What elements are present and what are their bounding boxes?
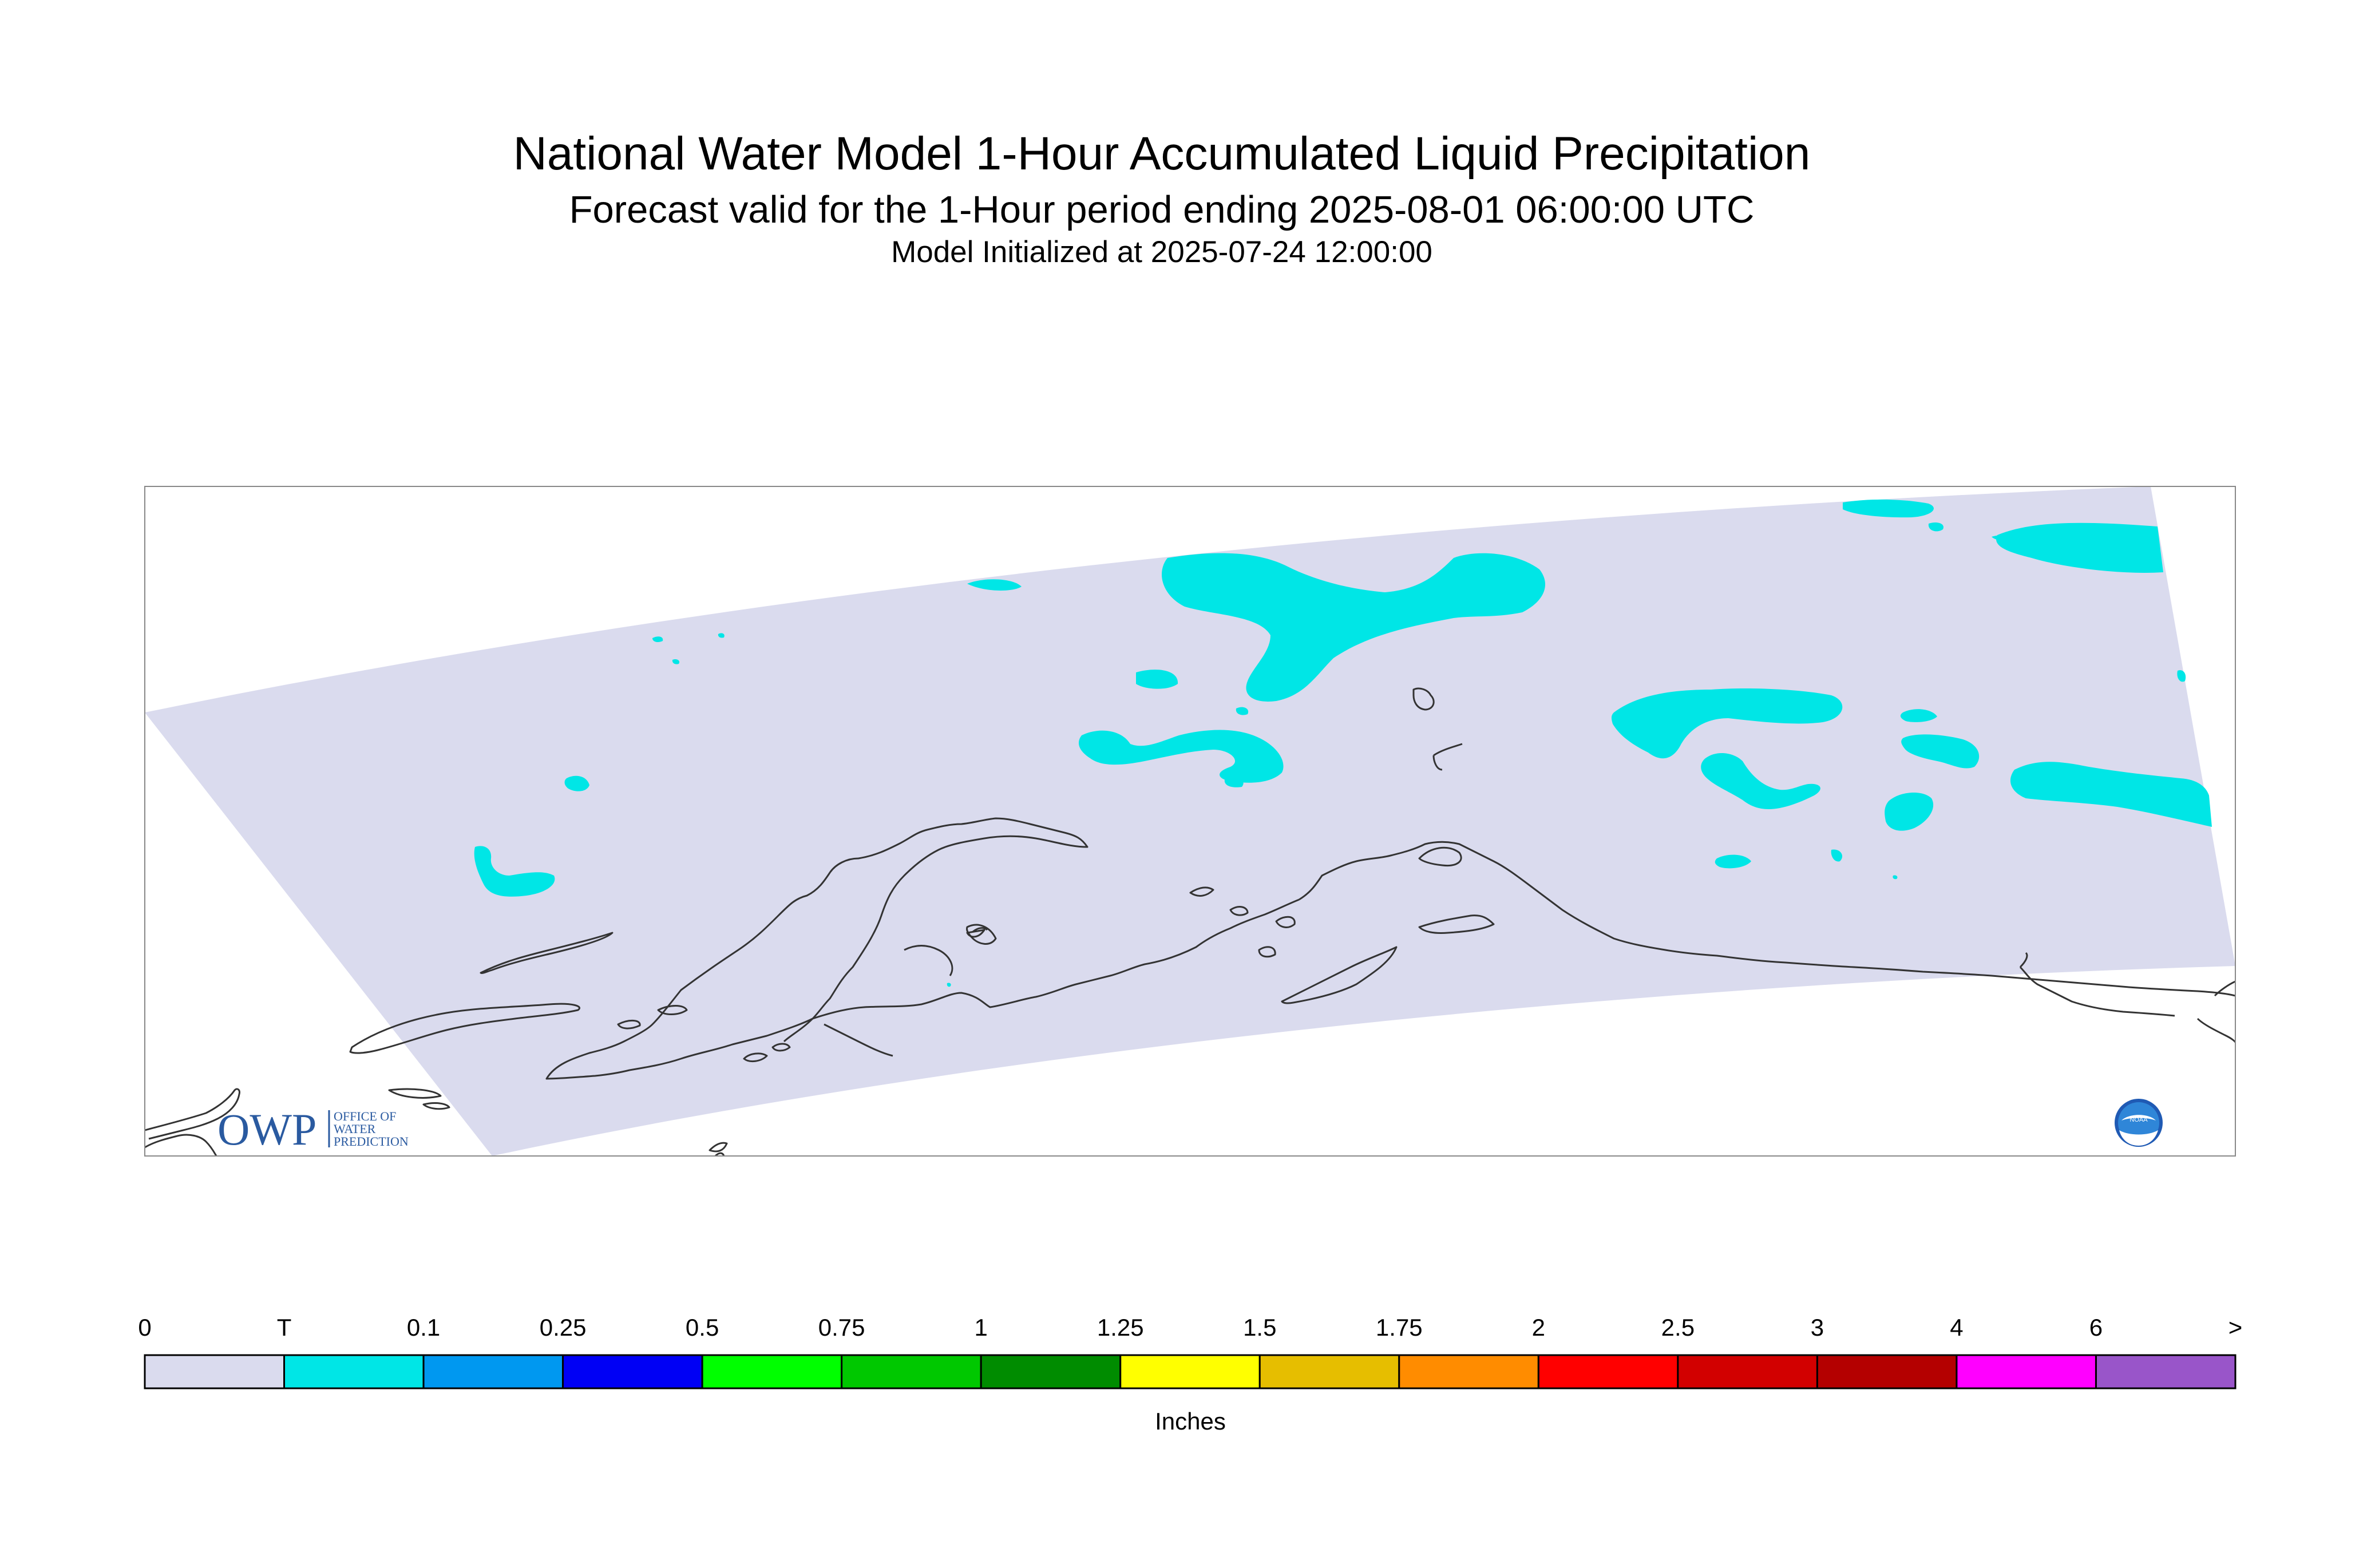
- precip-area: [672, 659, 680, 664]
- coastline-mainland: [545, 817, 1088, 1080]
- precip-area: [1900, 709, 1937, 722]
- legend-swatch: [1258, 1354, 1400, 1389]
- coastline-bristol: [904, 945, 953, 976]
- precip-area: [1901, 734, 1980, 769]
- coastline-cape: [1432, 743, 1463, 771]
- precip-area: [1715, 854, 1751, 869]
- precip-area: [1611, 688, 1843, 759]
- legend-label: 2: [1531, 1314, 1546, 1341]
- noaa-logo-text: NOAA: [2129, 1116, 2148, 1123]
- coastline-canada-east: [2019, 952, 2235, 1043]
- precip-area: [947, 983, 951, 987]
- legend-swatch: [422, 1354, 564, 1389]
- precip-area: [2010, 762, 2212, 827]
- legend-swatch: [283, 1354, 425, 1389]
- legend-label: 2.5: [1661, 1314, 1695, 1341]
- map-frame: [144, 486, 2236, 1157]
- precip-area: [2177, 670, 2186, 682]
- coastline-inland-lake: [966, 927, 988, 938]
- precip-area: [1893, 875, 1898, 880]
- legend-swatch: [1398, 1354, 1539, 1389]
- coastline-sw-bits: [708, 1142, 728, 1156]
- coastline-island-north: [1412, 687, 1435, 711]
- legend-label: 6: [2089, 1314, 2103, 1341]
- precip-area: [1701, 753, 1820, 810]
- legend-swatch: [701, 1354, 843, 1389]
- legend-swatch: [144, 1354, 286, 1389]
- precip-area: [718, 633, 725, 638]
- legend-swatch: [1816, 1354, 1958, 1389]
- precip-area: [1992, 534, 2032, 542]
- precip-area: [1224, 778, 1244, 787]
- legend-label: 0.1: [406, 1314, 441, 1341]
- legend-label: 0.5: [685, 1314, 719, 1341]
- coastline-west-islands: [349, 932, 613, 1054]
- coastline-small-islands: [388, 1005, 688, 1110]
- coastline-prince-william: [1418, 846, 1495, 934]
- legend-label: 1.25: [1097, 1314, 1144, 1341]
- precip-area: [1928, 522, 1943, 532]
- legend-label: 4: [1950, 1314, 1964, 1341]
- owp-logo-mark: OWP: [217, 1104, 316, 1154]
- legend-units: Inches: [1155, 1408, 1226, 1435]
- owp-logo: OWP OFFICE OF WATER PREDICTION: [217, 1104, 409, 1154]
- legend-label: 3: [1810, 1314, 1824, 1341]
- precip-area: [652, 636, 663, 643]
- legend-label: 1.5: [1243, 1314, 1277, 1341]
- precip-area: [1079, 730, 1284, 783]
- model-domain: [145, 486, 2235, 1156]
- legend-swatch: [1677, 1354, 1818, 1389]
- precip-area: [1996, 522, 2163, 573]
- map-subtitle: Forecast valid for the 1-Hour period end…: [569, 188, 1755, 231]
- legend-swatch: [1119, 1354, 1261, 1389]
- coastline-south: [1299, 841, 2235, 997]
- owp-logo-line-1: OFFICE OF: [334, 1109, 396, 1123]
- noaa-logo: NOAA: [2115, 1099, 2163, 1147]
- legend-swatch: [1537, 1354, 1679, 1389]
- coastline-kodiak: [1281, 946, 1398, 1004]
- coastline-peninsula: [783, 898, 1300, 1057]
- precip-area: [1885, 792, 1934, 831]
- precip-area: [1162, 553, 1545, 702]
- precip-areas: [474, 499, 2212, 987]
- precip-area: [474, 846, 555, 897]
- model-init-time: Model Initialized at 2025-07-24 12:00:00: [891, 235, 1432, 269]
- coastline-aleutian: [743, 1043, 791, 1063]
- legend-swatch: [2095, 1354, 2237, 1389]
- coastline-islands: [966, 886, 1296, 958]
- legend-swatch: [841, 1354, 982, 1389]
- coastlines: [145, 687, 2235, 1156]
- legend-label: T: [276, 1314, 292, 1341]
- legend-colorbar: [144, 1354, 2237, 1389]
- precip-area: [1236, 707, 1249, 715]
- legend-label: 0: [138, 1314, 152, 1341]
- map-title: National Water Model 1-Hour Accumulated …: [513, 128, 1811, 180]
- legend-label: 1: [974, 1314, 988, 1341]
- precip-area: [1843, 499, 1934, 518]
- precip-area: [1831, 849, 1843, 862]
- legend-swatch: [1956, 1354, 2097, 1389]
- legend-label: 0.25: [539, 1314, 587, 1341]
- owp-logo-line-3: PREDICTION: [334, 1134, 409, 1149]
- legend-swatch: [980, 1354, 1122, 1389]
- precip-area: [564, 775, 589, 791]
- map-area: [145, 486, 2235, 1156]
- legend-label: 1.75: [1375, 1314, 1423, 1341]
- precip-area: [967, 579, 1022, 591]
- coastline-chukotka: [145, 1088, 240, 1156]
- legend-label: 0.75: [818, 1314, 865, 1341]
- legend-label: >: [2228, 1314, 2243, 1341]
- owp-logo-line-2: WATER: [334, 1122, 376, 1136]
- legend-swatch: [562, 1354, 703, 1389]
- precip-area: [1136, 670, 1178, 689]
